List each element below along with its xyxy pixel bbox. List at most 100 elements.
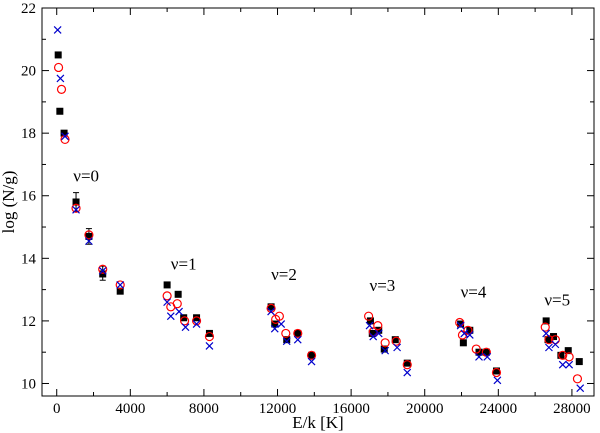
cross-marker [277,320,286,328]
square-marker [180,314,188,322]
square-marker [557,351,565,359]
cross-marker [403,368,412,377]
circle-marker [380,338,390,348]
y-tick-label: 16 [21,189,37,205]
cross-marker [365,321,374,330]
y-tick-label: 22 [21,1,36,17]
y-axis-ticks: 10 12 14 16 18 20 22 [21,1,594,392]
square-marker [466,326,474,334]
square-marker [54,51,62,59]
x-tick-label: 24000 [480,401,518,417]
circle-marker [172,299,182,309]
circle-marker [204,331,215,342]
cross-marker [56,74,65,83]
cross-marker [565,360,574,369]
x-tick-label: 28000 [553,401,591,417]
cross-marker [307,357,316,366]
circle-marker [115,280,125,290]
square-marker [375,326,383,334]
circle-marker [274,311,284,321]
cross-marker [61,132,69,141]
cross-marker [542,329,551,338]
y-tick-label: 12 [21,314,36,330]
cross-marker [483,352,492,361]
vibrational-level-label: ν=4 [461,282,487,301]
cross-marker [267,307,276,316]
y-tick-label: 18 [21,126,36,142]
square-marker [116,287,124,295]
circle-marker [180,316,190,326]
cross-marker [465,331,474,339]
square-marker [163,281,171,289]
y-tick-label: 14 [21,251,37,267]
plot-frame [41,7,595,397]
circle-marker [162,291,172,301]
circle-marker [60,134,70,145]
cross-marker [393,343,402,352]
x-tick-label: 0 [53,401,61,417]
cross-marker [456,321,465,330]
square-marker [308,351,316,359]
circle-marker [71,203,81,213]
circle-marker [463,325,473,335]
circle-marker [84,230,94,240]
vibrational-level-label: ν=1 [171,254,197,273]
y-tick-label: 20 [21,64,36,80]
cross-marker [576,384,585,393]
circle-marker [56,84,67,94]
square-marker [99,270,107,278]
y-axis-title: log (N/g) [0,171,18,234]
circle-marker [53,62,64,73]
circle-marker [306,350,317,360]
square-marker [267,303,275,311]
square-marker [56,107,64,115]
x-axis-title: E/k [K] [292,413,343,432]
square-marker [72,198,80,206]
circle-marker [491,367,502,378]
square-marker [542,317,550,325]
square-marker [482,348,490,356]
square-marker [60,129,68,137]
x-tick-label: 16000 [332,401,370,417]
circle-marker [266,303,276,313]
cross-marker [493,376,502,385]
square-marker [492,367,500,375]
circle-marker [364,311,374,321]
cross-marker [544,343,553,352]
circle-marker [540,322,550,332]
cross-marker [374,329,383,338]
cross-marker [205,342,214,350]
cross-marker [558,360,567,369]
cross-marker [293,335,302,344]
circle-marker [281,328,291,339]
square-marker [457,320,465,328]
annotations: ν=0 ν=1 ν=2 ν=3 ν=4 ν=5 [73,167,570,310]
x-tick-label: 8000 [189,401,219,417]
cross-marker [84,237,93,246]
square-marker [368,329,376,337]
x-axis-ticks: 0 4000 8000 12000 16000 20000 24000 28000 [53,8,591,417]
cross-marker [270,324,279,333]
cross-marker [116,280,125,289]
circle-marker [391,336,401,346]
vibrational-level-label: ν=5 [544,290,570,309]
vibrational-level-label: ν=3 [370,276,396,295]
circle-marker [98,264,108,274]
cross-marker [72,205,80,214]
cross-marker [381,346,390,355]
square-marker [544,336,552,344]
square-marker [174,290,182,298]
cross-marker [475,352,483,361]
vibrational-level-label: ν=0 [73,167,99,186]
square-marker [366,317,374,325]
cross-marker [175,307,184,316]
circle-marker [191,316,202,326]
y-tick-label: 10 [21,376,36,392]
square-marker [205,329,213,337]
x-tick-label: 20000 [406,401,444,417]
square-marker [575,358,583,366]
circle-marker [564,352,574,362]
circle-marker [293,328,303,339]
x-tick-label: 4000 [115,401,145,417]
circle-marker [373,320,383,331]
